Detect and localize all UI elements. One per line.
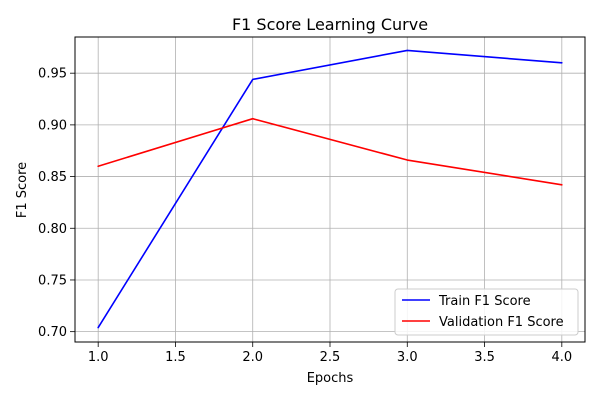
y-tick-label: 0.80 [38,222,67,237]
x-tick-label: 2.0 [242,350,263,365]
train-f1-series-line [97,49,563,329]
y-axis-title: F1 Score [15,162,30,218]
y-tick-label: 0.85 [38,170,67,185]
y-axis-ticks: 0.70 0.75 0.80 0.85 0.90 0.95 [38,67,75,340]
legend-label-train: Train F1 Score [438,294,531,309]
y-tick-label: 0.70 [38,325,67,340]
legend-box [394,288,579,336]
x-tick-label: 2.5 [320,350,341,365]
legend: Train F1 Score Validation F1 Score [394,288,579,336]
validation-f1-series-line [97,117,563,186]
series-layer [97,49,563,329]
grid-layer [75,37,585,342]
chart-title: F1 Score Learning Curve [232,15,428,34]
x-tick-label: 4.0 [551,350,572,365]
y-tick-label: 0.75 [38,273,67,288]
y-tick-label: 0.95 [38,67,67,82]
y-tick-label: 0.90 [38,118,67,133]
x-tick-label: 1.0 [88,350,109,365]
x-tick-label: 1.5 [165,350,186,365]
legend-label-validation: Validation F1 Score [439,315,564,330]
x-axis-title: Epochs [307,371,354,386]
x-axis-ticks: 1.0 1.5 2.0 2.5 3.0 3.5 4.0 [88,342,572,365]
x-tick-label: 3.0 [397,350,418,365]
x-tick-label: 3.5 [474,350,495,365]
